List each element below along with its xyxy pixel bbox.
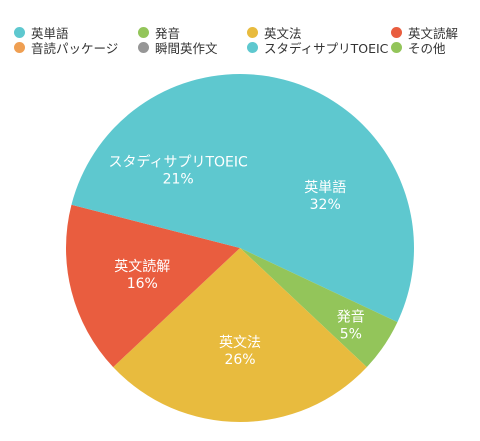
slice-label: 英文読解 bbox=[114, 258, 170, 275]
slice-label: 英単語 bbox=[304, 179, 346, 196]
slice-percent-label: 32% bbox=[310, 197, 341, 213]
pie-slice[interactable] bbox=[66, 204, 241, 368]
legend-item[interactable]: 英文読解 bbox=[391, 24, 459, 41]
slice-percent-label: 5% bbox=[340, 326, 362, 342]
legend-swatch-icon bbox=[14, 41, 25, 53]
legend-item[interactable]: 音読パッケージ bbox=[14, 39, 119, 56]
legend-label: スタディサプリTOEIC bbox=[264, 40, 389, 56]
legend-label: 英単語 bbox=[31, 25, 69, 41]
legend-swatch-icon bbox=[138, 41, 149, 53]
legend-swatch-icon bbox=[138, 26, 149, 38]
legend-label: その他 bbox=[408, 40, 446, 56]
pie-slice[interactable] bbox=[71, 74, 241, 248]
legend-item[interactable]: スタディサプリTOEIC bbox=[247, 39, 389, 56]
legend-swatch-icon bbox=[247, 41, 258, 53]
slice-label: 英文法 bbox=[219, 334, 261, 351]
pie-slice[interactable] bbox=[113, 248, 367, 422]
legend-swatch-icon bbox=[391, 41, 402, 53]
legend-label: 英文読解 bbox=[408, 25, 459, 41]
legend-swatch-icon bbox=[247, 26, 258, 38]
legend-item[interactable]: その他 bbox=[391, 39, 446, 56]
pie-slice[interactable] bbox=[240, 74, 414, 323]
legend-swatch-icon bbox=[391, 26, 402, 38]
legend-label: 英文法 bbox=[264, 25, 302, 41]
slice-percent-label: 21% bbox=[163, 171, 194, 187]
legend-item[interactable]: 英文法 bbox=[247, 24, 302, 41]
slice-label: 発音 bbox=[337, 308, 365, 325]
legend-item[interactable]: 英単語 bbox=[14, 24, 69, 41]
legend-item[interactable]: 瞬間英作文 bbox=[138, 39, 218, 56]
legend-label: 音読パッケージ bbox=[31, 40, 119, 56]
slice-percent-label: 16% bbox=[127, 276, 158, 292]
legend-item[interactable]: 発音 bbox=[138, 24, 181, 41]
slice-label: スタディサプリTOEIC bbox=[108, 153, 248, 170]
slice-percent-label: 26% bbox=[224, 352, 255, 368]
legend-swatch-icon bbox=[14, 26, 25, 38]
legend-label: 発音 bbox=[155, 25, 181, 41]
legend-label: 瞬間英作文 bbox=[155, 40, 218, 56]
pie-slice[interactable] bbox=[240, 248, 398, 368]
